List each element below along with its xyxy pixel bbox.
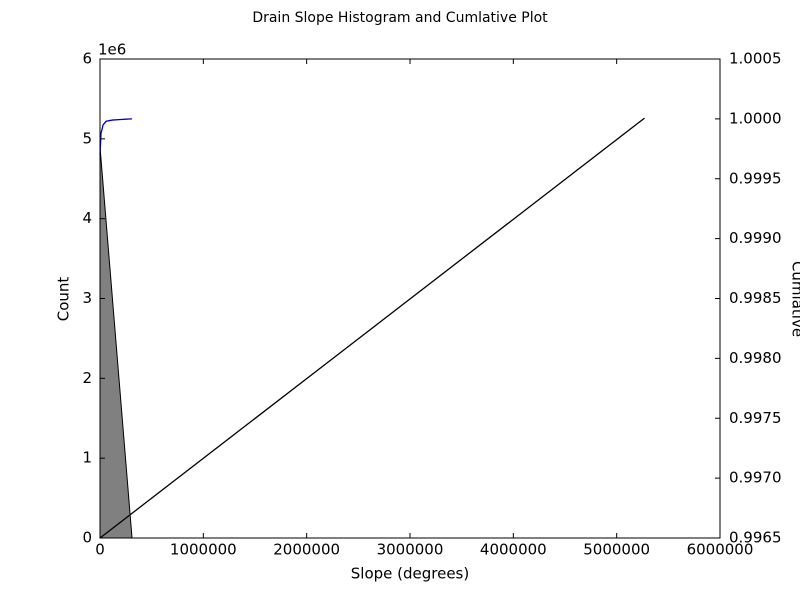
x-tick-label: 1000000 bbox=[170, 541, 237, 559]
line bbox=[99, 117, 645, 539]
y-tick-label: 1 bbox=[82, 449, 92, 467]
y-tick-label: 4 bbox=[82, 209, 92, 227]
chart-title: Drain Slope Histogram and Cumlative Plot bbox=[252, 10, 548, 26]
x-tick-label: 2000000 bbox=[273, 541, 340, 559]
y2-tick-label: 0.9990 bbox=[729, 229, 782, 247]
y-tick-label: 0 bbox=[82, 529, 92, 547]
line bbox=[99, 118, 133, 155]
y-tick-label: 3 bbox=[82, 289, 92, 307]
x-tick-label: 5000000 bbox=[583, 541, 650, 559]
y2-tick-label: 0.9970 bbox=[729, 469, 782, 487]
y2-tick-label: 0.9980 bbox=[729, 349, 782, 367]
x-tick-label: 0 bbox=[95, 541, 105, 559]
x-tick-label: 4000000 bbox=[480, 541, 547, 559]
y2-tick-label: 0.9985 bbox=[729, 289, 782, 307]
y-axis-label: Count bbox=[55, 277, 73, 322]
y2-tick-label: 1.0000 bbox=[729, 109, 782, 127]
y2-tick-label: 0.9965 bbox=[729, 529, 782, 547]
y2-tick-label: 0.9995 bbox=[729, 169, 782, 187]
y2-tick-label: 0.9975 bbox=[729, 409, 782, 427]
x-tick-label: 3000000 bbox=[377, 541, 444, 559]
x-tick-label: 6000000 bbox=[687, 541, 754, 559]
y2-axis-label: Cumlative bbox=[789, 261, 800, 337]
x-axis-label: Slope (degrees) bbox=[351, 565, 469, 583]
y-offset-label: 1e6 bbox=[98, 41, 126, 59]
y-tick-label: 2 bbox=[82, 369, 92, 387]
y-tick-label: 5 bbox=[82, 129, 92, 147]
y2-tick-label: 1.0005 bbox=[729, 50, 782, 68]
y-tick-label: 6 bbox=[82, 50, 92, 68]
